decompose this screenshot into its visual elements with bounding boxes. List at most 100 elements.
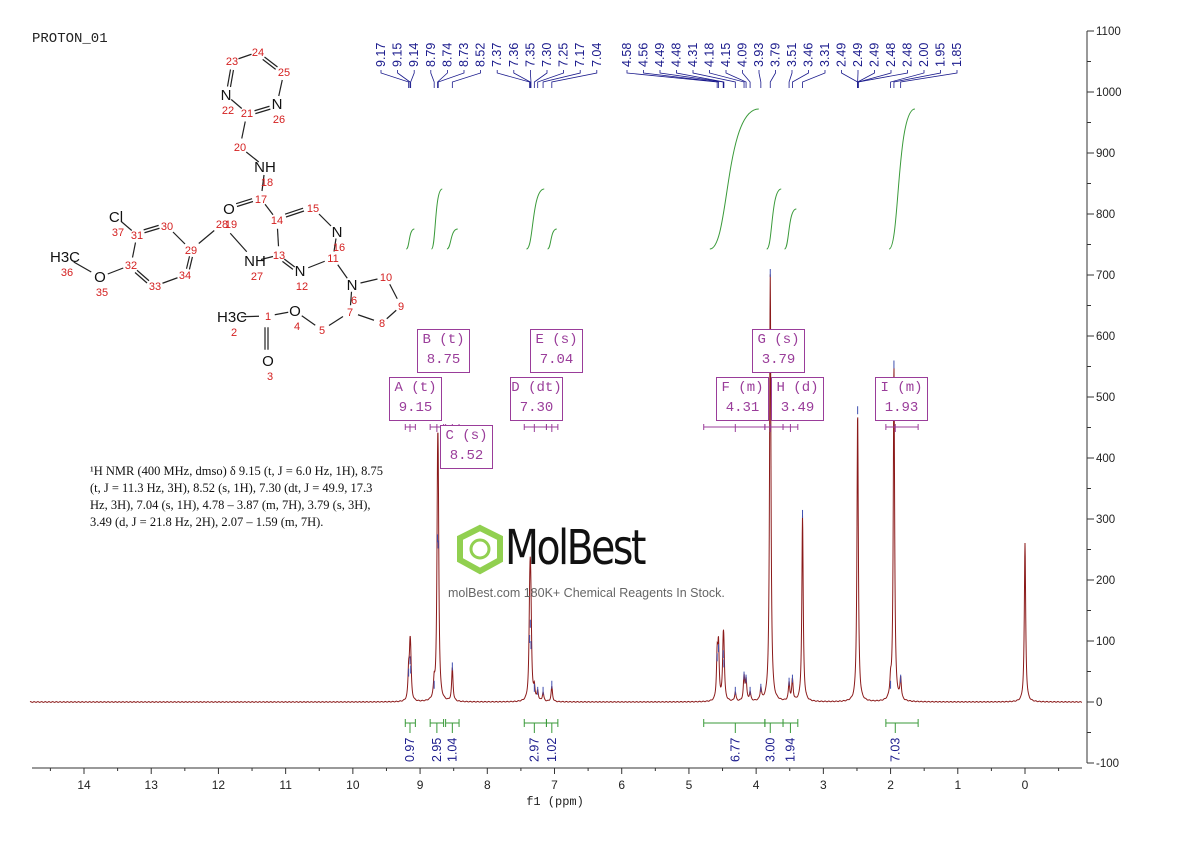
bond (337, 264, 348, 279)
peak-label-group1: 9.14 (407, 43, 421, 67)
multiplet-box: F (m) 4.31 (716, 377, 769, 421)
y-tick-label: 700 (1096, 270, 1115, 282)
multiplet-name: B (t) (422, 332, 465, 348)
peak-label-group2: 4.49 (653, 43, 667, 67)
peak-label-group2: 3.79 (769, 43, 783, 67)
description-line: ¹H NMR (400 MHz, dmso) δ 9.15 (t, J = 6.… (90, 464, 384, 478)
bond (185, 256, 191, 269)
atom-number: 4 (294, 321, 300, 333)
atom-number: 29 (185, 245, 197, 257)
peak-label-connector (857, 70, 875, 88)
bond (264, 203, 274, 216)
atom-number: 10 (380, 272, 392, 284)
peak-label-group2: 3.31 (818, 43, 832, 67)
atom-symbol: O (223, 201, 235, 218)
atom-symbol: N (347, 277, 358, 294)
x-tick-label: 6 (618, 778, 625, 792)
peak-label-connector (725, 70, 747, 88)
bond (328, 315, 344, 327)
peak-label-connector (788, 70, 793, 88)
y-tick-label: 1100 (1096, 26, 1121, 38)
bond (276, 228, 280, 247)
peak-label-group2: 1.85 (950, 43, 964, 67)
spectrum-trace (29, 274, 1083, 703)
bond (389, 283, 398, 300)
atom-number: 26 (273, 114, 285, 126)
bond (264, 56, 278, 68)
peak-label-connector (533, 70, 548, 88)
peak-label-connector (451, 70, 481, 88)
integral-curve (525, 188, 545, 250)
integral-value: 2.95 (430, 738, 444, 762)
integral-bar (445, 719, 460, 733)
atom-symbol: O (262, 353, 274, 370)
multiplet-value: 8.52 (449, 448, 484, 464)
peak-label-connector (437, 70, 465, 88)
integral-value: 1.04 (445, 738, 459, 762)
peak-label-group1: 7.30 (540, 43, 554, 67)
y-tick-label: 0 (1096, 697, 1102, 709)
description-line: Hz, 3H), 7.04 (s, 1H), 4.78 – 3.87 (m, 7… (90, 498, 371, 512)
peak-label-group2: 3.46 (802, 43, 816, 67)
peak-label-group1: 8.74 (440, 43, 454, 67)
peak-label-group1: 8.73 (457, 43, 471, 67)
peak-label-group1: 7.36 (507, 43, 521, 67)
x-tick-label: 5 (686, 778, 693, 792)
atom-number: 24 (252, 47, 264, 59)
x-axis-label: f1 (ppm) (526, 795, 584, 809)
peak-label-connector (676, 70, 725, 88)
bond (278, 79, 283, 97)
atom-number: 12 (296, 281, 308, 293)
multiplet-value: 7.30 (519, 400, 554, 416)
peak-label-connector (742, 70, 751, 88)
multiplet-box: E (s) 7.04 (530, 329, 583, 373)
peak-label-connector (792, 70, 809, 88)
atom-number: 6 (351, 295, 357, 307)
integral-bar (703, 719, 766, 733)
atom-symbol: N (295, 263, 306, 280)
atom-number: 19 (225, 219, 237, 231)
multiplet-range (764, 424, 784, 432)
x-tick-label: 11 (279, 778, 292, 792)
atom-number: 1 (265, 311, 271, 323)
multiplet-box: H (d) 3.49 (771, 377, 824, 421)
peak-label-connector (709, 70, 745, 88)
double-bond (134, 272, 148, 284)
integral-curve (446, 228, 458, 250)
double-bond (262, 58, 277, 70)
atom-number: 23 (226, 56, 238, 68)
y-tick-label: 800 (1096, 209, 1115, 221)
bond (236, 200, 254, 208)
peak-label-group2: 4.48 (670, 43, 684, 67)
atom-symbol: N (332, 224, 343, 241)
peak-label-group2: 2.49 (868, 43, 882, 67)
peak-label-connector (496, 70, 531, 88)
x-tick-label: 10 (346, 778, 360, 792)
bond (241, 121, 246, 139)
watermark-logo: MolBest (505, 520, 646, 576)
bond (162, 277, 178, 284)
atom-symbol: N (221, 87, 232, 104)
atom-number: 11 (327, 253, 338, 265)
integral-curve (431, 188, 443, 250)
bond (172, 231, 186, 245)
peak-label-connector (900, 70, 958, 88)
multiplet-name: H (d) (776, 380, 819, 396)
peak-label-connector (692, 70, 736, 88)
x-tick-label: 12 (212, 778, 226, 792)
bond (245, 151, 260, 163)
peak-label-connector (643, 70, 719, 88)
bond (73, 261, 92, 273)
multiplet-range (703, 424, 766, 432)
integral-bar (545, 719, 559, 733)
peak-label-connector (397, 70, 411, 88)
peak-label-connector (410, 70, 415, 88)
atom-number: 20 (234, 142, 246, 154)
multiplet-range (885, 424, 919, 432)
peak-label-group2: 4.18 (703, 43, 717, 67)
bond (254, 105, 270, 112)
y-tick-label: 400 (1096, 453, 1115, 465)
atom-number: 16 (333, 242, 345, 254)
peak-label-group1: 9.17 (374, 43, 388, 67)
